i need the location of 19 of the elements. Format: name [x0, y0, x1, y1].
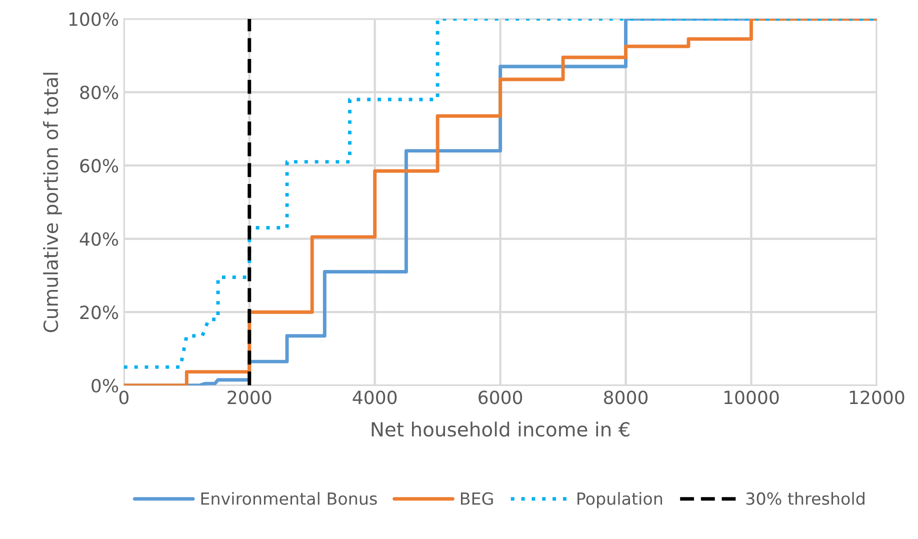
y-tick-label: 80%: [80, 86, 118, 100]
x-tick-label: 6000: [478, 390, 522, 404]
x-tick-label: 2000: [228, 390, 272, 404]
x-tick-label: 4000: [352, 390, 397, 404]
y-tick-label: 20%: [80, 306, 118, 320]
x-tick-label: 10000: [724, 390, 779, 404]
x-tick-label: 12000: [850, 390, 904, 404]
legend-label: BEG: [460, 492, 493, 505]
x-tick-label: 0: [119, 390, 128, 404]
x-tick-label: 8000: [604, 390, 648, 404]
legend-label: Environmental Bonus: [201, 492, 377, 505]
y-axis-title: Cumulative portion of total: [43, 72, 62, 332]
legend-label: Population: [578, 492, 662, 508]
legend-label: 30% threshold: [746, 492, 864, 505]
y-tick-label: 60%: [80, 158, 118, 173]
x-axis-title: Net household income in €: [372, 422, 630, 437]
y-tick-label: 0%: [92, 378, 118, 392]
y-tick-label: 40%: [80, 232, 118, 246]
y-tick-label: 100%: [69, 12, 118, 26]
